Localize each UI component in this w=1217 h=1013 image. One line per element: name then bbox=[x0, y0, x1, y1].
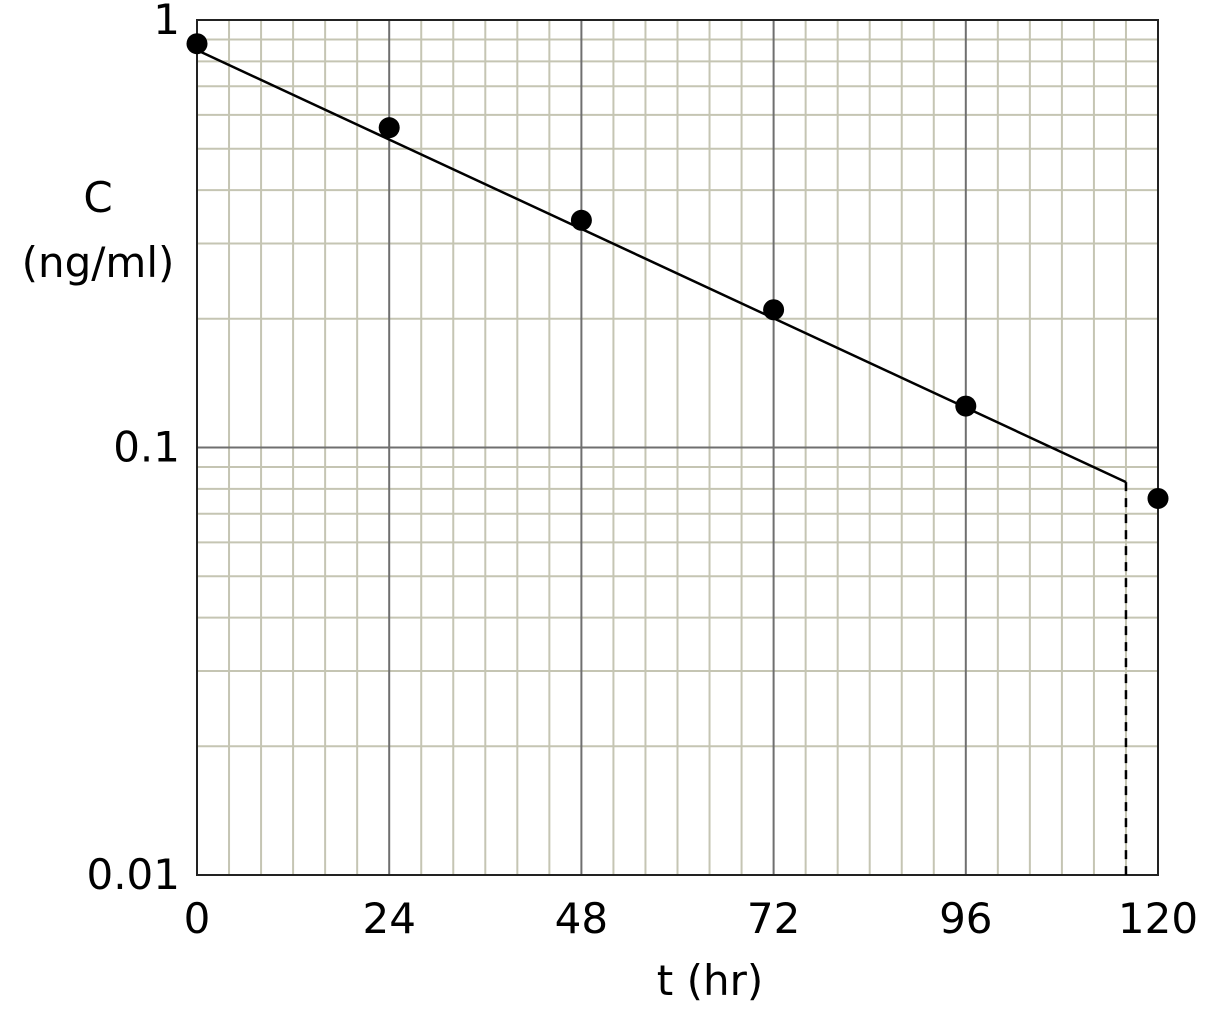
y-tick-label: 0.1 bbox=[113, 423, 180, 472]
data-point bbox=[763, 299, 785, 321]
x-tick-label: 24 bbox=[362, 894, 415, 943]
y-tick-label: 0.01 bbox=[86, 850, 180, 899]
x-tick-label: 96 bbox=[939, 894, 992, 943]
data-point bbox=[186, 33, 208, 55]
data-point bbox=[1147, 487, 1169, 509]
x-tick-label: 120 bbox=[1118, 894, 1198, 943]
x-tick-labels: 0 24 48 72 96 120 bbox=[184, 894, 1198, 943]
x-axis-title: t (hr) bbox=[657, 956, 763, 1005]
y-tick-label: 1 bbox=[153, 0, 180, 44]
x-tick-label: 0 bbox=[184, 894, 211, 943]
data-point bbox=[378, 117, 400, 139]
data-point bbox=[955, 395, 977, 417]
y-tick-labels: 0.01 0.1 1 bbox=[86, 0, 180, 899]
plot-frame bbox=[196, 19, 1159, 876]
y-axis-title-line2: (ng/ml) bbox=[22, 238, 175, 287]
data-points bbox=[186, 33, 1169, 509]
y-axis-title-line1: C bbox=[83, 173, 112, 222]
x-tick-label: 48 bbox=[555, 894, 608, 943]
x-tick-label: 72 bbox=[747, 894, 800, 943]
major-gridlines bbox=[197, 20, 1158, 875]
data-point bbox=[570, 209, 592, 231]
